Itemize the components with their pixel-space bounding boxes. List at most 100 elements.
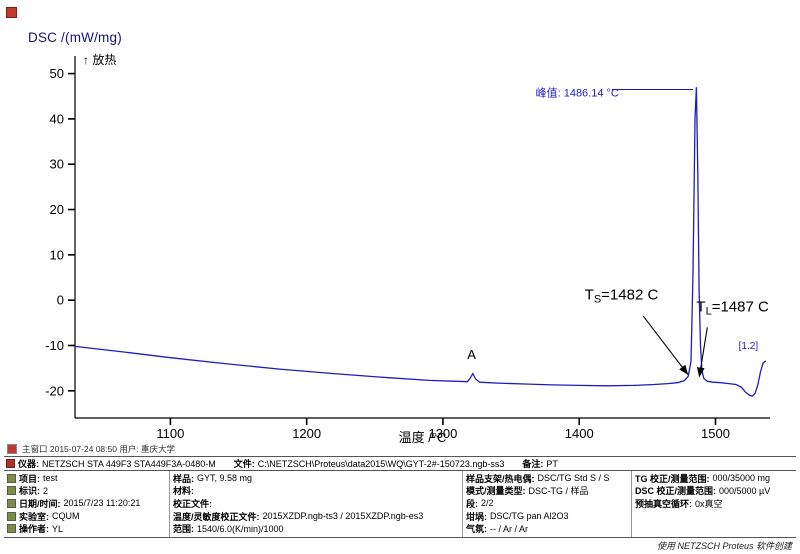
parameter-icon — [7, 498, 16, 508]
annotation-arrow — [642, 315, 689, 375]
field-value: 2 — [43, 485, 49, 496]
instrument-cell: 文件: C:\NETZSCH\Proteus\data2015\WQ\GYT-2#… — [234, 457, 505, 470]
info-row: 样品: GYT, 9.58 mg — [173, 472, 460, 485]
field-label: 模式/测量类型: — [466, 486, 526, 497]
instrument-row: 仪器: NETZSCH STA 449F3 STA449F3A-0480-M 文件:… — [4, 457, 796, 471]
field-label: 备注: — [522, 459, 544, 469]
y-tick-label: 40 — [50, 111, 64, 126]
info-row — [635, 510, 794, 523]
info-row: 校正文件: — [173, 497, 460, 510]
info-row: 项目: test — [7, 472, 167, 485]
field-label: 预抽真空循环: — [635, 498, 692, 509]
field-label: TG 校正/测量范围: — [635, 473, 710, 484]
parameter-icon — [7, 473, 16, 483]
field-label: 项目: — [19, 473, 40, 484]
field-value: GYT, 9.58 mg — [197, 473, 253, 484]
info-column-1: 样品: GYT, 9.58 mg 材料: 校正文件: 温度/灵敏度校正文件: 2015XZ… — [169, 471, 462, 537]
info-row: 模式/测量类型: DSC-TG / 样品 — [466, 485, 629, 498]
y-tick-label: 0 — [57, 293, 64, 308]
y-tick-label: -20 — [45, 383, 64, 398]
x-tick-label: 1400 — [565, 426, 594, 441]
parameters-grid: 项目: test 标识: 2 日期/时间: 2015/7/23 11:20:21 实验室: C… — [4, 471, 796, 538]
main-window-icon — [7, 444, 17, 454]
field-value: 2/2 — [481, 498, 494, 509]
point-a-label: A — [467, 347, 476, 362]
x-tick-label: 1500 — [701, 426, 730, 441]
field-label: 段: — [466, 498, 478, 509]
info-column-2: 样品支架/热电偶: DSC/TG Std S / S 模式/测量类型: DSC-TG … — [462, 471, 631, 537]
x-tick-label: 1100 — [156, 426, 184, 441]
liquidus-temperature-label: TL=1487 C — [696, 299, 769, 318]
field-label: 标识: — [19, 486, 40, 497]
field-value: test — [43, 473, 58, 484]
info-row: 温度/灵敏度校正文件: 2015XZDP.ngb-ts3 / 2015XZDP.n… — [173, 510, 460, 523]
annotation-arrow — [697, 327, 708, 378]
dsc-curve-chart: 50 40 30 20 10 0 -10 -20 1100 1200 1300 1400 1500 峰值:… — [45, 56, 770, 441]
y-tick-label: 20 — [50, 202, 64, 217]
segment-marker-label: [1.2] — [739, 341, 759, 352]
y-tick-label: 10 — [50, 247, 64, 262]
peak-value-label: 峰值: 1486.14 °C — [536, 86, 619, 99]
field-value: 2015XZDP.ngb-ts3 / 2015XZDP.ngb-es3 — [262, 511, 424, 522]
field-label: 仪器: — [18, 459, 39, 469]
field-label: 样品: — [173, 473, 194, 484]
y-tick-label: 30 — [50, 157, 64, 172]
info-row: 实验室: CQUM — [7, 510, 167, 523]
field-label: 范围: — [173, 524, 194, 535]
info-row: 样品支架/热电偶: DSC/TG Std S / S — [466, 472, 629, 485]
software-credit: 使用 NETZSCH Proteus 软件创建 — [657, 539, 792, 552]
report-info-table: 仪器: NETZSCH STA 449F3 STA449F3A-0480-M 文件:… — [4, 456, 796, 538]
field-value: CQUM — [52, 511, 80, 522]
field-value: NETZSCH STA 449F3 STA449F3A-0480-M — [42, 458, 216, 469]
field-value: 1540/6.0(K/min)/1000 — [197, 523, 284, 534]
x-tick-label: 1200 — [292, 426, 321, 441]
y-tick-label: -10 — [45, 338, 64, 353]
field-label: 日期/时间: — [19, 498, 61, 509]
info-column-0: 项目: test 标识: 2 日期/时间: 2015/7/23 11:20:21 实验室: C… — [4, 471, 169, 537]
info-row: 操作者: YL — [7, 522, 167, 535]
field-label: DSC 校正/测量范围: — [635, 486, 717, 497]
field-value: -- / Ar / Ar — [490, 523, 529, 534]
instrument-cell: 仪器: NETZSCH STA 449F3 STA449F3A-0480-M — [6, 457, 216, 470]
info-row: 段: 2/2 — [466, 497, 629, 510]
info-row: 材料: — [173, 485, 460, 498]
field-value: YL — [52, 523, 64, 534]
y-tick-label: 50 — [50, 66, 64, 81]
info-row: 预抽真空循环: 0x真空 — [635, 497, 794, 510]
parameter-icon — [7, 511, 16, 521]
field-label: 气氛: — [466, 524, 487, 535]
credit-text: 使用 NETZSCH Proteus 软件创建 — [656, 541, 792, 551]
status-text: 主窗口 2015-07-24 08:50 用户: 重庆大学 — [22, 444, 176, 454]
parameter-icon — [7, 524, 16, 534]
field-value: 2015/7/23 11:20:21 — [63, 498, 141, 509]
field-label: 实验室: — [19, 511, 49, 522]
exo-direction-label: ↑ 放热 — [83, 53, 117, 67]
status-bar: 主窗口 2015-07-24 08:50 用户: 重庆大学 — [7, 443, 175, 455]
instrument-cell: 备注: PT — [522, 457, 558, 470]
temperature-axis-label: 温度 /°C — [398, 430, 447, 445]
info-row: 日期/时间: 2015/7/23 11:20:21 — [7, 497, 167, 510]
info-row — [635, 522, 794, 535]
field-label: 材料: — [173, 486, 194, 497]
window-icon — [6, 7, 17, 18]
info-row: TG 校正/测量范围: 000/35000 mg — [635, 472, 794, 485]
info-row: 标识: 2 — [7, 485, 167, 498]
field-label: 温度/灵敏度校正文件: — [173, 511, 260, 522]
dsc-axis-label: DSC /(mW/mg) — [28, 30, 122, 45]
solidus-temperature-label: TS=1482 C — [585, 286, 659, 305]
field-value: C:\NETZSCH\Proteus\data2015\WQ\GYT-2#-15… — [257, 458, 505, 469]
field-label: 文件: — [233, 459, 255, 469]
info-column-3: TG 校正/测量范围: 000/35000 mg DSC 校正/测量范围: 000/5… — [631, 471, 796, 537]
info-row: 范围: 1540/6.0(K/min)/1000 — [173, 522, 460, 535]
info-row: 坩埚: DSC/TG pan Al2O3 — [466, 510, 629, 523]
field-label: 操作者: — [19, 524, 49, 535]
parameter-icon — [7, 486, 16, 496]
field-label: 样品支架/热电偶: — [466, 473, 535, 484]
field-value: DSC-TG / 样品 — [528, 486, 589, 497]
field-label: 坩埚: — [466, 511, 487, 522]
info-row: DSC 校正/测量范围: 000/5000 µV — [635, 485, 794, 498]
field-value: PT — [546, 458, 558, 469]
x-tick-label: 1300 — [428, 426, 457, 441]
info-row: 气氛: -- / Ar / Ar — [466, 522, 629, 535]
dsc-curve — [74, 87, 767, 397]
